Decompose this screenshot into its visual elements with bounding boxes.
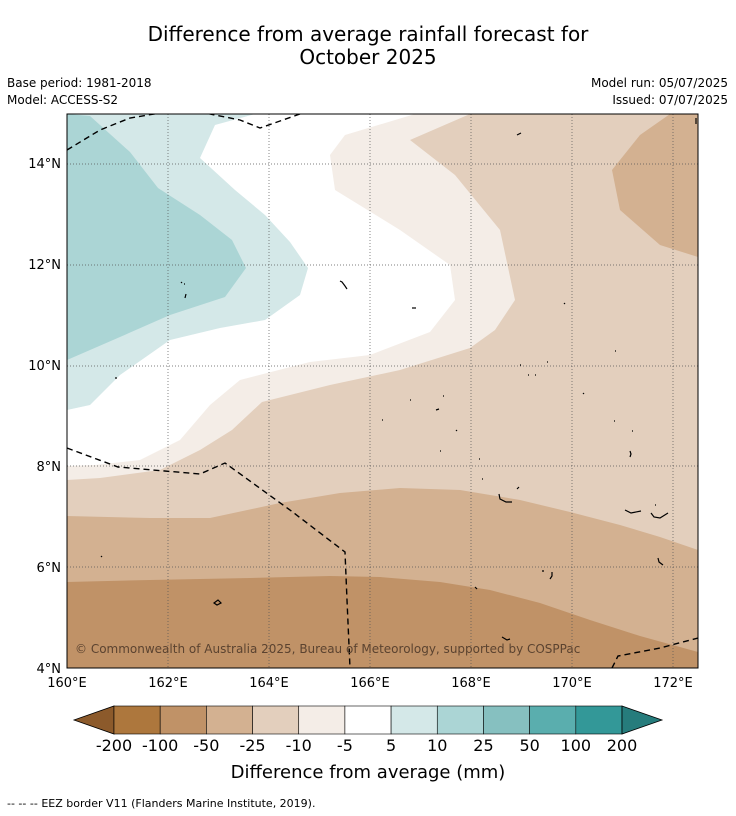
map-title-line-1: Difference from average rainfall forecas…: [147, 22, 589, 46]
eez-legend-text: EEZ border V11 (Flanders Marine Institut…: [41, 797, 316, 810]
lon-label: 170°E: [552, 676, 592, 691]
contour-fill-minus100-to-minus50: [67, 576, 698, 668]
lon-label: 172°E: [653, 676, 693, 691]
colorbar-extend-low: [72, 705, 115, 735]
eez-legend: -- -- -- EEZ border V11 (Flanders Marine…: [7, 797, 315, 810]
colorbar-swatch: [113, 705, 161, 735]
contour-fill-10-to-25: [67, 114, 246, 360]
colorbar-tick-label: 5: [386, 736, 396, 755]
colorbar-tick-label: 100: [561, 736, 592, 755]
lon-label: 162°E: [148, 676, 188, 691]
longitude-labels: 160°E 162°E 164°E 166°E 168°E 170°E 172°…: [47, 676, 693, 691]
base-period-text: Base period: 1981-2018: [7, 76, 152, 90]
lon-label: 160°E: [47, 676, 87, 691]
lat-label: 8°N: [37, 460, 62, 475]
issued-text: Issued: 07/07/2025: [612, 93, 728, 107]
islands: [100, 118, 697, 641]
colorbar-swatch: [252, 705, 300, 735]
model-run-text: Model run: 05/07/2025: [590, 76, 728, 90]
lon-label: 168°E: [451, 676, 491, 691]
colorbar-swatch: [344, 705, 392, 735]
colorbar-swatch: [483, 705, 530, 735]
colorbar-tick-label: 50: [519, 736, 539, 755]
lat-label: 12°N: [28, 258, 61, 273]
colorbar-tick-label: -25: [239, 736, 265, 755]
map-title-line-2: October 2025: [299, 45, 437, 69]
colorbar-tick-label: 25: [473, 736, 493, 755]
colorbar-swatch: [206, 705, 253, 735]
contour-fill-minus50-to-minus25-ne: [612, 114, 698, 257]
colorbar-swatch: [575, 705, 623, 735]
copyright-notice: © Commonwealth of Australia 2025, Bureau…: [75, 642, 580, 656]
map-plot-area: © Commonwealth of Australia 2025, Bureau…: [67, 114, 698, 668]
lon-label: 164°E: [249, 676, 289, 691]
colorbar-tick-label: -200: [96, 736, 132, 755]
colorbar-swatch: [298, 705, 346, 735]
colorbar-tick-label: 200: [607, 736, 638, 755]
colorbar-tick-label: -5: [337, 736, 353, 755]
colorbar-swatch: [390, 705, 438, 735]
eez-legend-symbol: -- -- --: [7, 797, 38, 810]
colorbar-label: Difference from average (mm): [231, 762, 506, 783]
colorbar-tick-label: -50: [193, 736, 219, 755]
colorbar-tick-label: -10: [286, 736, 312, 755]
graticule: [67, 114, 698, 668]
colorbar-tick-label: 10: [427, 736, 447, 755]
lat-label: 14°N: [28, 157, 61, 172]
lat-label: 4°N: [37, 662, 62, 677]
model-text: Model: ACCESS-S2: [7, 93, 119, 107]
lon-label: 166°E: [350, 676, 390, 691]
lat-label: 6°N: [37, 561, 62, 576]
colorbar-swatch: [436, 705, 484, 735]
colorbar-extend-high: [621, 705, 664, 735]
lat-label: 10°N: [28, 359, 61, 374]
colorbar-swatch: [529, 705, 577, 735]
latitude-labels: 14°N 12°N 10°N 8°N 6°N 4°N: [28, 157, 61, 677]
eez-border-lines: [67, 114, 698, 668]
colorbar-swatch: [159, 705, 207, 735]
colorbar-tick-label: -100: [142, 736, 178, 755]
colorbar: -200 -100 -50 -25 -10 -5 5 10 25 50 100 200 Differe…: [72, 705, 664, 783]
map-frame: [66, 113, 699, 669]
